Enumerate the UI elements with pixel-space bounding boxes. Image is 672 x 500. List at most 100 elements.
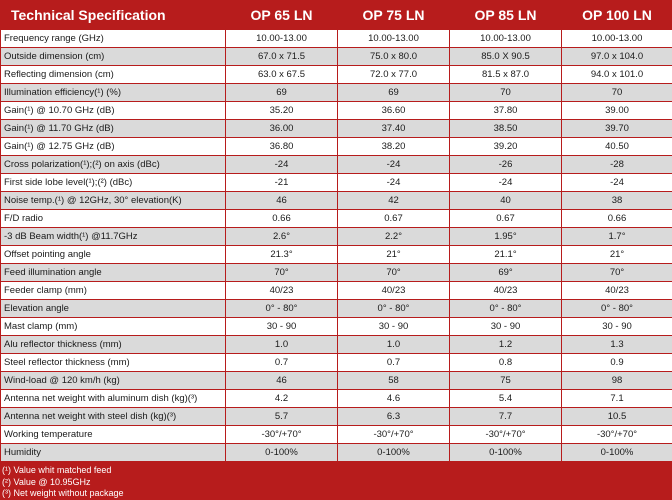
row-value: 0.67 (337, 209, 450, 228)
row-value: 42 (337, 191, 450, 210)
row-label: Offset pointing angle (0, 245, 226, 264)
table-row: Cross polarization(¹);(²) on axis (dBc) -… (0, 155, 672, 174)
row-value: 63.0 x 67.5 (225, 65, 338, 84)
row-value: 30 - 90 (449, 317, 562, 336)
row-value: -30°/+70° (225, 425, 338, 444)
row-value: 69 (225, 83, 338, 102)
row-value: 5.4 (449, 389, 562, 408)
row-label: Antenna net weight with steel dish (kg)(… (0, 407, 226, 426)
row-value: 75 (449, 371, 562, 390)
row-value: 85.0 X 90.5 (449, 47, 562, 66)
footnote: (²) Value @ 10.95GHz (2, 476, 91, 487)
row-value: 21.3° (225, 245, 338, 264)
row-value: 70° (337, 263, 450, 282)
spec-table: Technical Specification OP 65 LN OP 75 L… (0, 0, 672, 462)
table-row: F/D radio 0.66 0.67 0.67 0.66 (0, 209, 672, 228)
table-row: Gain(¹) @ 11.70 GHz (dB) 36.00 37.40 38.50 3… (0, 119, 672, 138)
row-value: 1.3 (561, 335, 672, 354)
row-value: 35.20 (225, 101, 338, 120)
row-value: 46 (225, 371, 338, 390)
row-value: 1.95° (449, 227, 562, 246)
table-row: Working temperature -30°/+70° -30°/+70° -30… (0, 425, 672, 444)
table-row: Wind-load @ 120 km/h (kg) 46 58 75 98 (0, 371, 672, 390)
table-row: Gain(¹) @ 12.75 GHz (dB) 36.80 38.20 39.20 4… (0, 137, 672, 156)
row-value: 70° (225, 263, 338, 282)
row-label: Outside dimension (cm) (0, 47, 226, 66)
table-row: Humidity 0-100% 0-100% 0-100% 0-100% (0, 443, 672, 462)
row-value: 10.00-13.00 (561, 29, 672, 48)
table-row: Outside dimension (cm) 67.0 x 71.5 75.0 x … (0, 47, 672, 66)
row-value: 36.00 (225, 119, 338, 138)
row-label: Illumination efficiency(¹) (%) (0, 83, 226, 102)
table-row: Frequency range (GHz) 10.00-13.00 10.00-13… (0, 29, 672, 48)
row-value: -24 (225, 155, 338, 174)
row-value: 0.7 (337, 353, 450, 372)
table-row: Mast clamp (mm) 30 - 90 30 - 90 30 - 90 30 -… (0, 317, 672, 336)
row-label: Feed illumination angle (0, 263, 226, 282)
row-value: 38.50 (449, 119, 562, 138)
row-value: 1.0 (225, 335, 338, 354)
row-value: 30 - 90 (561, 317, 672, 336)
row-value: 39.00 (561, 101, 672, 120)
row-value: -24 (449, 173, 562, 192)
row-label: Mast clamp (mm) (0, 317, 226, 336)
row-value: 4.6 (337, 389, 450, 408)
row-value: 0-100% (337, 443, 450, 462)
table-row: Feed illumination angle 70° 70° 69° 70° (0, 263, 672, 282)
row-value: 21° (561, 245, 672, 264)
row-value: 4.2 (225, 389, 338, 408)
row-value: 81.5 x 87.0 (449, 65, 562, 84)
row-label: Noise temp.(¹) @ 12GHz, 30° elevation(K) (0, 191, 226, 210)
row-value: 70 (561, 83, 672, 102)
row-label: Working temperature (0, 425, 226, 444)
row-value: 0-100% (449, 443, 562, 462)
row-value: 70° (561, 263, 672, 282)
row-value: 0° - 80° (225, 299, 338, 318)
row-value: 2.6° (225, 227, 338, 246)
table-row: Gain(¹) @ 10.70 GHz (dB) 35.20 36.60 37.80 3… (0, 101, 672, 120)
row-label: Antenna net weight with aluminum dish (k… (0, 389, 226, 408)
row-label: Feeder clamp (mm) (0, 281, 226, 300)
row-label: Elevation angle (0, 299, 226, 318)
row-value: 39.70 (561, 119, 672, 138)
row-value: 94.0 x 101.0 (561, 65, 672, 84)
row-label: Humidity (0, 443, 226, 462)
row-value: 7.1 (561, 389, 672, 408)
table-row: Alu reflector thickness (mm) 1.0 1.0 1.2 1.3 (0, 335, 672, 354)
row-value: 0° - 80° (561, 299, 672, 318)
row-value: 1.7° (561, 227, 672, 246)
footnote: (³) Net weight without package (2, 488, 124, 498)
row-label: Frequency range (GHz) (0, 29, 226, 48)
row-value: 1.2 (449, 335, 562, 354)
row-value: 0° - 80° (449, 299, 562, 318)
row-value: -21 (225, 173, 338, 192)
row-value: 70 (449, 83, 562, 102)
row-value: 37.80 (449, 101, 562, 120)
row-value: 98 (561, 371, 672, 390)
row-value: 36.60 (337, 101, 450, 120)
row-label: Cross polarization(¹);(²) on axis (dBc) (0, 155, 226, 174)
row-value: 0-100% (225, 443, 338, 462)
row-label: Reflecting dimension (cm) (0, 65, 226, 84)
table-row: Illumination efficiency(¹) (%) 69 69 70 70 (0, 83, 672, 102)
row-value: 40 (449, 191, 562, 210)
row-value: 75.0 x 80.0 (337, 47, 450, 66)
row-value: 40/23 (337, 281, 450, 300)
table-row: Noise temp.(¹) @ 12GHz, 30° elevation(K)… (0, 191, 672, 210)
row-value: -30°/+70° (449, 425, 562, 444)
header-op85: OP 85 LN (449, 0, 562, 30)
row-label: Wind-load @ 120 km/h (kg) (0, 371, 226, 390)
row-value: 0.7 (225, 353, 338, 372)
row-label: Gain(¹) @ 12.75 GHz (dB) (0, 137, 226, 156)
row-value: 97.0 x 104.0 (561, 47, 672, 66)
row-value: 2.2° (337, 227, 450, 246)
header-op65: OP 65 LN (225, 0, 338, 30)
row-value: 10.00-13.00 (225, 29, 338, 48)
row-value: 0.66 (561, 209, 672, 228)
row-value: 5.7 (225, 407, 338, 426)
row-value: 21.1° (449, 245, 562, 264)
row-value: 6.3 (337, 407, 450, 426)
table-row: First side lobe level(¹);(²) (dBc) -21 -24… (0, 173, 672, 192)
row-value: 37.40 (337, 119, 450, 138)
